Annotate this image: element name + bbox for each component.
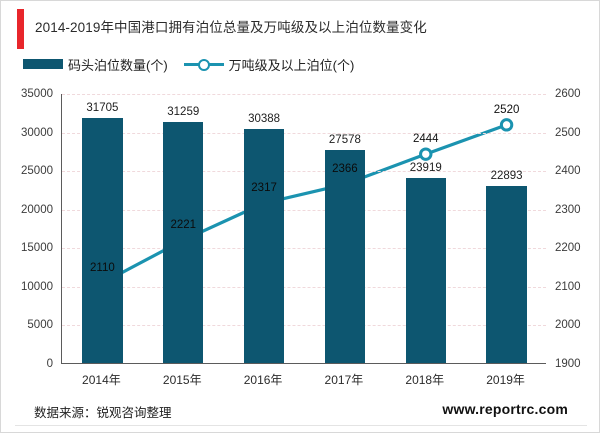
gridline xyxy=(62,248,546,250)
footer-divider xyxy=(15,425,587,426)
legend-line-label: 万吨级及以上泊位(个) xyxy=(228,57,355,73)
line-value-label: 2221 xyxy=(170,219,197,232)
y-axis-left-tick: 35000 xyxy=(21,88,53,100)
bar xyxy=(163,121,204,363)
gridline xyxy=(62,171,546,173)
y-axis-left-tick: 0 xyxy=(46,358,53,370)
y-axis-right-tick: 2600 xyxy=(555,88,581,100)
chart-title: 2014-2019年中国港口拥有泊位总量及万吨级及以上泊位数量变化 xyxy=(35,20,427,35)
x-axis-labels: 2014年 2015年 2016年 2017年 2018年 2019年 xyxy=(61,371,546,393)
y-axis-right-tick: 2400 xyxy=(555,165,581,178)
line-value-label: 2317 xyxy=(251,182,277,195)
line-value-label: 2366 xyxy=(332,163,358,176)
plot-area-wrapper: 0 5000 10000 15000 20000 25000 30000 35000 1900… xyxy=(1,79,600,379)
title-accent-bar xyxy=(17,9,24,49)
y-axis-right-tick: 2100 xyxy=(555,280,581,293)
x-axis-tick-label: 2019年 xyxy=(486,373,525,387)
y-axis-left-tick: 10000 xyxy=(21,280,53,293)
bar xyxy=(324,150,366,363)
bar xyxy=(486,186,527,363)
y-axis-right-tick: 2300 xyxy=(555,203,581,216)
gridline xyxy=(62,209,546,211)
website-text: www.reportrc.com xyxy=(442,401,568,417)
line-data-point-marker xyxy=(419,147,433,161)
legend-line-marker-icon xyxy=(183,58,224,71)
line-value-label: 2444 xyxy=(412,133,439,146)
chart-legend: 码头泊位数量(个) 万吨级及以上泊位(个) xyxy=(23,53,354,75)
y-axis-left-tick: 5000 xyxy=(27,319,53,332)
y-axis-left: 0 5000 10000 15000 20000 25000 30000 35000 xyxy=(1,79,59,370)
gridline xyxy=(62,94,546,95)
line-data-point-marker xyxy=(499,118,514,132)
bar-value-label: 31705 xyxy=(86,102,119,115)
legend-item-line: 万吨级及以上泊位(个) xyxy=(183,55,355,74)
gridline xyxy=(62,286,546,288)
line-series-svg xyxy=(95,118,514,290)
x-axis-tick-label: 2014年 xyxy=(82,373,121,387)
x-axis-tick-label: 2017年 xyxy=(324,373,364,387)
title-row: 2014-2019年中国港口拥有泊位总量及万吨级及以上泊位数量变化 xyxy=(1,7,600,51)
legend-bar-swatch-icon xyxy=(23,59,63,69)
y-axis-left-tick: 15000 xyxy=(21,242,53,255)
line-value-label: 2110 xyxy=(90,262,115,274)
bar-value-label: 27578 xyxy=(328,134,361,147)
bar-value-label: 30388 xyxy=(248,112,281,125)
x-axis-tick-label: 2015年 xyxy=(162,373,202,387)
bar xyxy=(82,118,123,363)
legend-bar-label: 码头泊位数量(个) xyxy=(68,57,168,73)
line-value-label: 2520 xyxy=(493,103,520,116)
y-axis-right-tick: 1900 xyxy=(555,358,581,370)
bar-value-label: 23919 xyxy=(409,162,442,175)
y-axis-right-tick: 2500 xyxy=(555,126,581,139)
x-axis-tick-label: 2016年 xyxy=(243,373,283,387)
y-axis-right-tick: 2200 xyxy=(555,242,581,255)
plot-area: 31705 31259 30388 27578 23919 22893 2110 2221 23… xyxy=(61,94,546,364)
bar-value-label: 31259 xyxy=(167,105,200,118)
legend-item-bar: 码头泊位数量(个) xyxy=(23,55,168,74)
y-axis-left-tick: 20000 xyxy=(21,203,53,216)
chart-footer: 数据来源：锐观咨询整理 www.reportrc.com xyxy=(1,399,600,427)
bar-value-label: 22893 xyxy=(490,170,523,183)
bar xyxy=(405,178,446,363)
data-source-text: 数据来源：锐观咨询整理 xyxy=(34,406,172,420)
bar xyxy=(243,128,285,363)
x-axis-tick-label: 2018年 xyxy=(405,373,445,387)
y-axis-right: 1900 2000 2100 2200 2300 2400 2500 2600 xyxy=(549,79,600,370)
y-axis-right-tick: 2000 xyxy=(555,319,581,332)
y-axis-left-tick: 25000 xyxy=(21,165,53,178)
gridline xyxy=(62,325,546,327)
y-axis-left-tick: 30000 xyxy=(21,126,53,139)
gridline xyxy=(62,132,546,134)
